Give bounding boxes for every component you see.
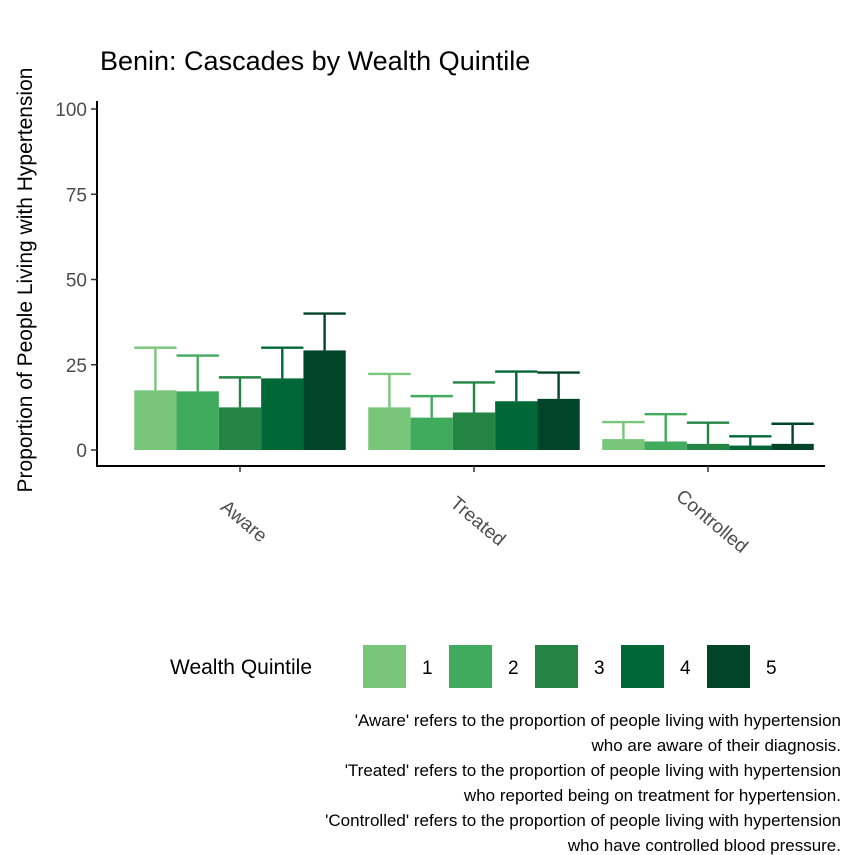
legend-label: 3 [594, 658, 605, 679]
legend-label: 5 [766, 658, 777, 679]
bar [771, 443, 814, 450]
y-tick-label: 50 [66, 271, 87, 292]
bar [303, 350, 346, 450]
bar [410, 417, 453, 450]
y-tick-label: 100 [55, 100, 87, 121]
y-tick-label: 25 [66, 356, 87, 377]
caption-line: who reported being on treatment for hype… [463, 786, 841, 805]
legend-label: 2 [508, 658, 519, 679]
bar [686, 443, 730, 450]
bar [176, 391, 219, 450]
legend-key [363, 645, 406, 688]
legend: Wealth Quintile 1 2 3 4 5 [170, 645, 777, 688]
legend-label: 1 [422, 658, 433, 679]
plot-area: 0 25 50 75 100 Aware Treated Controlled [55, 100, 825, 558]
caption: 'Aware' refers to the proportion of peop… [325, 711, 841, 855]
legend-key [449, 645, 492, 688]
legend-key [535, 645, 578, 688]
y-tick-label: 0 [76, 441, 87, 462]
bar [452, 412, 496, 450]
bar [644, 441, 687, 450]
bar [602, 439, 645, 450]
x-tick-label: Treated [446, 493, 509, 551]
bar [729, 445, 772, 450]
caption-line: 'Treated' refers to the proportion of pe… [345, 761, 841, 780]
bar [218, 407, 262, 450]
x-tick-label: Controlled [672, 486, 752, 558]
caption-line: 'Controlled' refers to the proportion of… [325, 811, 841, 830]
chart-title: Benin: Cascades by Wealth Quintile [100, 46, 530, 76]
y-axis-title: Proportion of People Living with Hyperte… [14, 68, 37, 493]
caption-line: who have controlled blood pressure. [567, 836, 841, 855]
legend-key [707, 645, 750, 688]
x-tick-label: Aware [216, 497, 270, 547]
caption-line: who are aware of their diagnosis. [591, 736, 841, 755]
caption-line: 'Aware' refers to the proportion of peop… [355, 711, 841, 730]
legend-title: Wealth Quintile [170, 656, 312, 679]
bar [537, 398, 580, 450]
bar [134, 390, 177, 450]
legend-label: 4 [680, 658, 691, 679]
bar [368, 407, 411, 450]
bar [495, 401, 538, 450]
legend-key [621, 645, 664, 688]
y-tick-label: 75 [66, 185, 87, 206]
bar [261, 378, 304, 450]
